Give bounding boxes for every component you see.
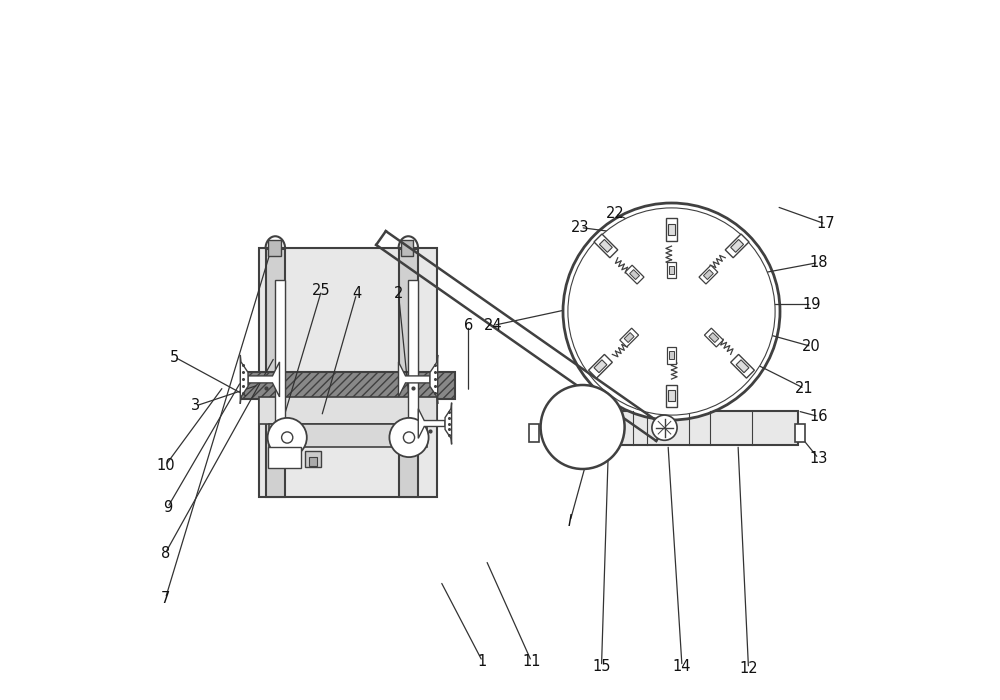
Text: 10: 10: [156, 458, 175, 473]
Text: 9: 9: [163, 500, 172, 515]
Polygon shape: [624, 332, 634, 342]
Bar: [258, 248, 437, 497]
Text: I: I: [568, 514, 572, 529]
Text: 23: 23: [571, 220, 590, 235]
Text: 4: 4: [352, 286, 361, 302]
Bar: [268, 447, 301, 468]
Polygon shape: [445, 402, 452, 444]
Text: 7: 7: [161, 591, 170, 606]
Circle shape: [389, 418, 429, 457]
Polygon shape: [725, 234, 749, 258]
Polygon shape: [667, 346, 676, 364]
Polygon shape: [666, 385, 677, 407]
Bar: [398, 248, 418, 497]
Polygon shape: [248, 362, 280, 397]
Bar: [266, 248, 285, 497]
Polygon shape: [594, 360, 607, 372]
Polygon shape: [668, 224, 675, 235]
Circle shape: [652, 415, 677, 440]
Bar: [275, 280, 285, 434]
Text: 13: 13: [809, 451, 828, 466]
Polygon shape: [668, 390, 675, 402]
Bar: [529, 424, 538, 442]
Circle shape: [282, 432, 293, 443]
Polygon shape: [625, 265, 644, 284]
Polygon shape: [398, 362, 430, 397]
Text: 20: 20: [802, 339, 821, 354]
Polygon shape: [669, 266, 674, 274]
Polygon shape: [418, 409, 445, 438]
Polygon shape: [667, 262, 676, 279]
Text: 2: 2: [394, 286, 403, 302]
Text: 1: 1: [478, 654, 487, 669]
Bar: [408, 280, 418, 434]
Text: 5: 5: [170, 349, 179, 365]
Polygon shape: [430, 355, 438, 404]
Text: 3: 3: [191, 398, 200, 414]
Circle shape: [541, 385, 625, 469]
Bar: [795, 424, 804, 442]
Bar: [546, 411, 798, 444]
Text: 8: 8: [161, 545, 170, 561]
Polygon shape: [589, 354, 612, 378]
Text: 22: 22: [606, 206, 625, 221]
Text: 6: 6: [464, 318, 473, 333]
Polygon shape: [731, 354, 754, 378]
Bar: [305, 452, 321, 467]
Polygon shape: [594, 234, 618, 258]
Text: 17: 17: [816, 216, 835, 232]
Polygon shape: [709, 332, 719, 342]
Circle shape: [563, 203, 780, 420]
Polygon shape: [703, 270, 713, 279]
Bar: [258, 397, 437, 424]
Polygon shape: [240, 355, 248, 404]
Text: 11: 11: [522, 654, 541, 669]
Bar: [241, 372, 454, 399]
Polygon shape: [666, 218, 677, 241]
Text: 12: 12: [739, 661, 758, 676]
Text: 21: 21: [795, 381, 814, 396]
Polygon shape: [736, 360, 749, 372]
Circle shape: [589, 415, 614, 440]
Text: 25: 25: [312, 283, 331, 298]
Bar: [401, 240, 413, 256]
Bar: [268, 240, 281, 256]
Circle shape: [268, 418, 307, 457]
Polygon shape: [630, 270, 640, 279]
Text: 19: 19: [802, 297, 821, 312]
Circle shape: [403, 432, 415, 443]
Polygon shape: [620, 328, 639, 347]
Circle shape: [568, 208, 775, 415]
Bar: [309, 457, 317, 466]
Polygon shape: [699, 265, 718, 284]
Bar: [269, 424, 427, 447]
Text: 15: 15: [592, 659, 611, 674]
Polygon shape: [731, 239, 744, 252]
Text: 18: 18: [809, 255, 828, 270]
Polygon shape: [599, 239, 612, 252]
Text: 24: 24: [484, 318, 502, 333]
Text: 14: 14: [673, 659, 691, 674]
Polygon shape: [669, 351, 674, 360]
Polygon shape: [704, 328, 723, 347]
Text: 16: 16: [809, 409, 828, 424]
